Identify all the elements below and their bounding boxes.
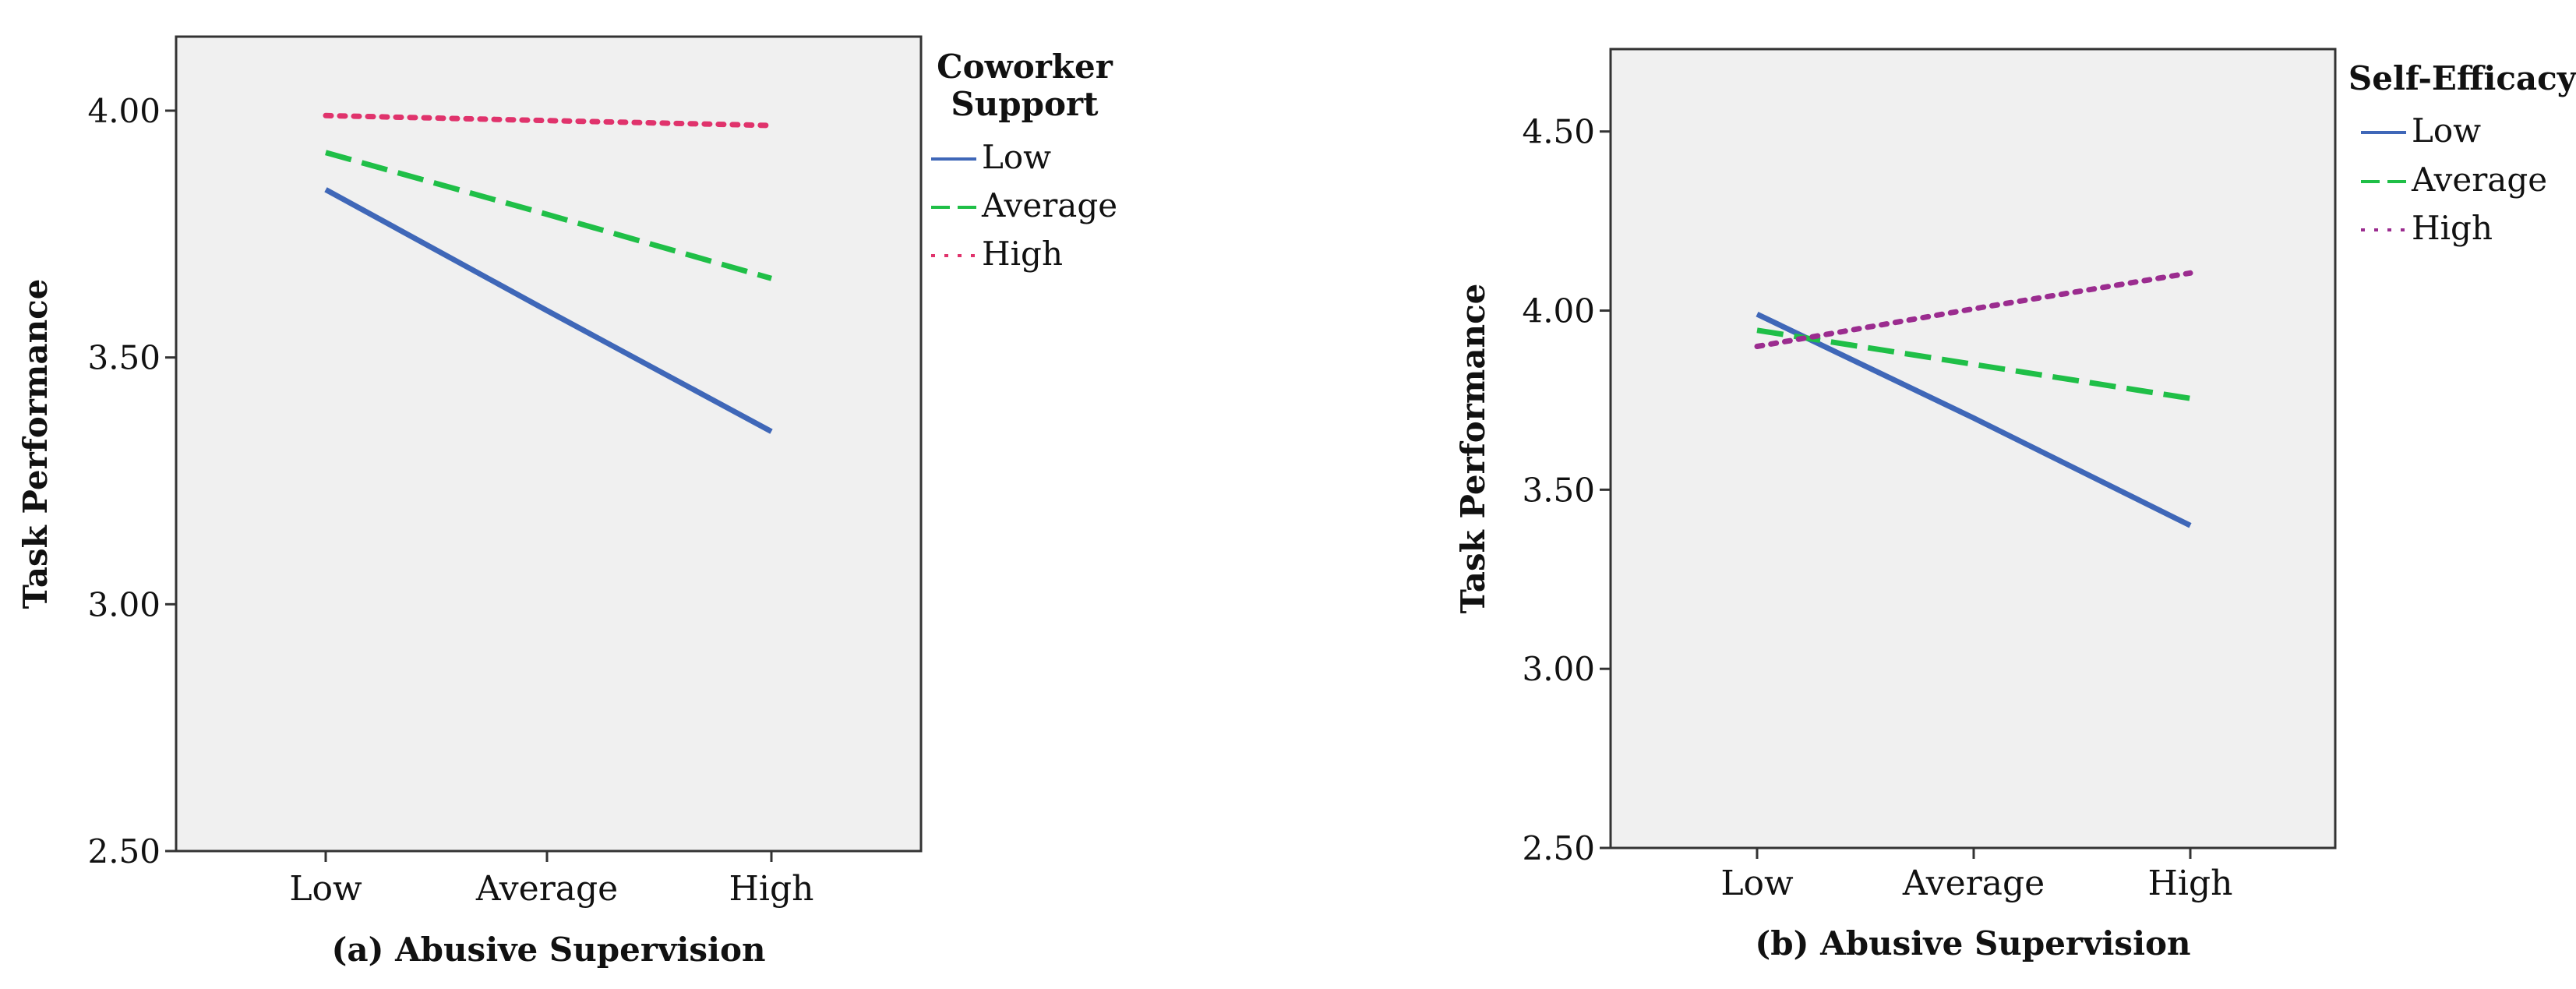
chart-a-series-average-line (325, 150, 772, 281)
chart-a-legend-label-high: High (982, 235, 1063, 273)
chart-b-legend-label-average: Average (2411, 161, 2547, 199)
chart-b-x-tick-label: High (2148, 864, 2233, 903)
chart-a-x-tick-label: Average (475, 869, 618, 909)
chart-b-legend-label-high: High (2412, 209, 2493, 247)
chart-b-y-axis-label: Task Performance (1454, 284, 1492, 614)
chart-b-y-tick-label: 4.50 (1522, 113, 1595, 151)
chart-a-x-tick-label: High (729, 869, 814, 909)
chart-a-y-tick-label: 4.00 (87, 92, 161, 130)
chart-b-series-low-line (1756, 311, 2192, 528)
chart-a-y-axis-label: Task Performance (16, 279, 55, 609)
chart-a-plot-area (175, 35, 923, 853)
chart-a-legend-title: Coworker Support (937, 48, 1113, 123)
chart-a-legend-label-low: Low (982, 138, 1051, 176)
chart-a-series-low-line (324, 187, 773, 434)
chart-b: 2.50 3.00 3.50 4.00 4.50 Low Average High Task P… (1454, 48, 2576, 963)
chart-b-x-tick-label: Low (1720, 864, 1794, 903)
chart-b-y-tick-label: 4.00 (1522, 292, 1595, 330)
chart-b-legend-label-low: Low (2412, 111, 2481, 150)
chart-b-y-tick-label: 2.50 (1522, 829, 1595, 867)
chart-b-legend-title: Self-Efficacy (2348, 59, 2576, 97)
chart-b-x-axis-label: (b) Abusive Supervision (1755, 924, 2190, 963)
chart-b-plot-area (1609, 48, 2337, 849)
chart-a-legend-label-average: Average (981, 186, 1117, 224)
chart-a-y-tick-label: 3.50 (87, 339, 161, 377)
chart-a-x-tick-label: Low (289, 869, 362, 909)
chart-a-y-tick-label: 3.00 (87, 585, 161, 623)
chart-b-y-tick-label: 3.00 (1522, 650, 1595, 688)
chart-b-series-high-line (1754, 270, 2193, 349)
chart-a-series-high-line (323, 112, 775, 129)
chart-a-x-axis-label: (a) Abusive Supervision (331, 931, 765, 969)
chart-b-y-tick-label: 3.50 (1522, 471, 1595, 509)
chart-a: 2.50 3.00 3.50 4.00 Low Average High Task Perfo… (16, 35, 1117, 969)
chart-a-y-tick-label: 2.50 (87, 832, 161, 871)
chart-b-x-tick-label: Average (1902, 864, 2045, 903)
